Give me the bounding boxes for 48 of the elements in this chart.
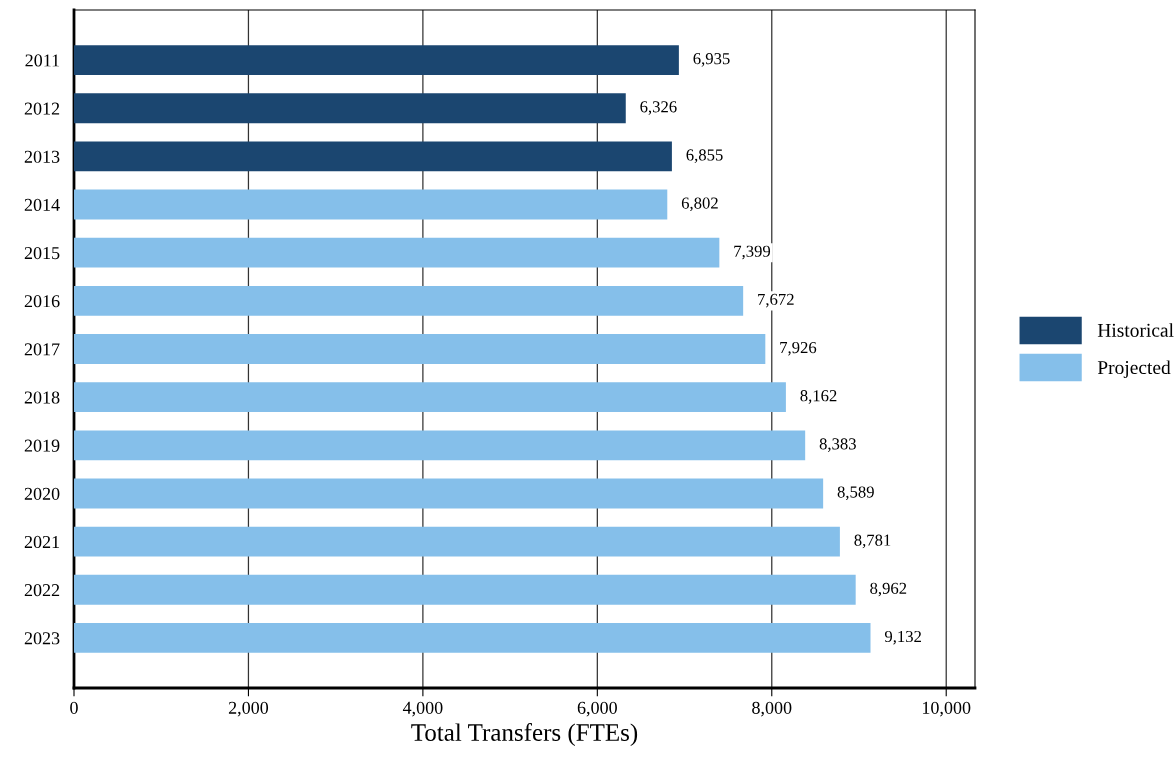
y-tick-label: 2018	[24, 391, 60, 404]
bar	[74, 430, 806, 461]
bar	[74, 93, 626, 124]
y-tick-label: 2016	[24, 295, 60, 308]
y-tick-label: 2012	[24, 102, 60, 115]
y-tick-label: 2021	[24, 535, 60, 549]
data-label: 7,672	[758, 293, 794, 308]
bar	[74, 237, 720, 268]
bar	[74, 334, 766, 364]
data-label: 6,855	[686, 149, 723, 163]
data-label: 6,935	[693, 53, 730, 67]
bar	[74, 526, 840, 557]
data-label: 8,781	[854, 534, 891, 549]
bar	[74, 478, 824, 509]
y-tick-label: 2023	[24, 632, 60, 645]
y-tick-label: 2011	[25, 54, 60, 67]
bar	[74, 574, 856, 605]
x-tick-label: 8,000	[752, 701, 792, 717]
y-tick-label: 2020	[24, 487, 60, 500]
data-label: 6,326	[640, 101, 677, 115]
data-label: 8,589	[837, 486, 874, 501]
y-tick-label: 2013	[24, 150, 60, 163]
y-tick-label: 2017	[24, 343, 60, 356]
bar	[74, 141, 672, 172]
bar	[74, 189, 668, 220]
x-tick-label: 6,000	[577, 701, 617, 717]
bar	[74, 622, 871, 653]
data-label: 8,962	[870, 582, 907, 597]
legend-label: Projected	[1097, 360, 1171, 379]
x-tick-label: 4,000	[402, 701, 443, 717]
x-axis-title: Total Transfers (FTEs)	[411, 723, 638, 747]
bar	[74, 45, 679, 76]
bar	[74, 285, 744, 316]
data-label: 8,162	[800, 390, 837, 404]
bar	[74, 382, 786, 413]
x-tick-label: 10,000	[922, 701, 971, 717]
data-label: 7,399	[734, 245, 771, 260]
data-label: 8,383	[819, 438, 856, 452]
x-tick-label: 2,000	[228, 701, 269, 717]
x-tick-label: 0	[70, 701, 78, 714]
data-label: 9,132	[884, 630, 921, 645]
data-label: 6,802	[681, 197, 718, 212]
legend-label: Historical	[1097, 323, 1174, 337]
y-tick-label: 2015	[24, 246, 60, 260]
data-label: 7,926	[780, 341, 817, 356]
y-tick-label: 2022	[24, 584, 60, 597]
y-tick-label: 2019	[24, 439, 60, 452]
y-tick-label: 2014	[24, 198, 60, 211]
